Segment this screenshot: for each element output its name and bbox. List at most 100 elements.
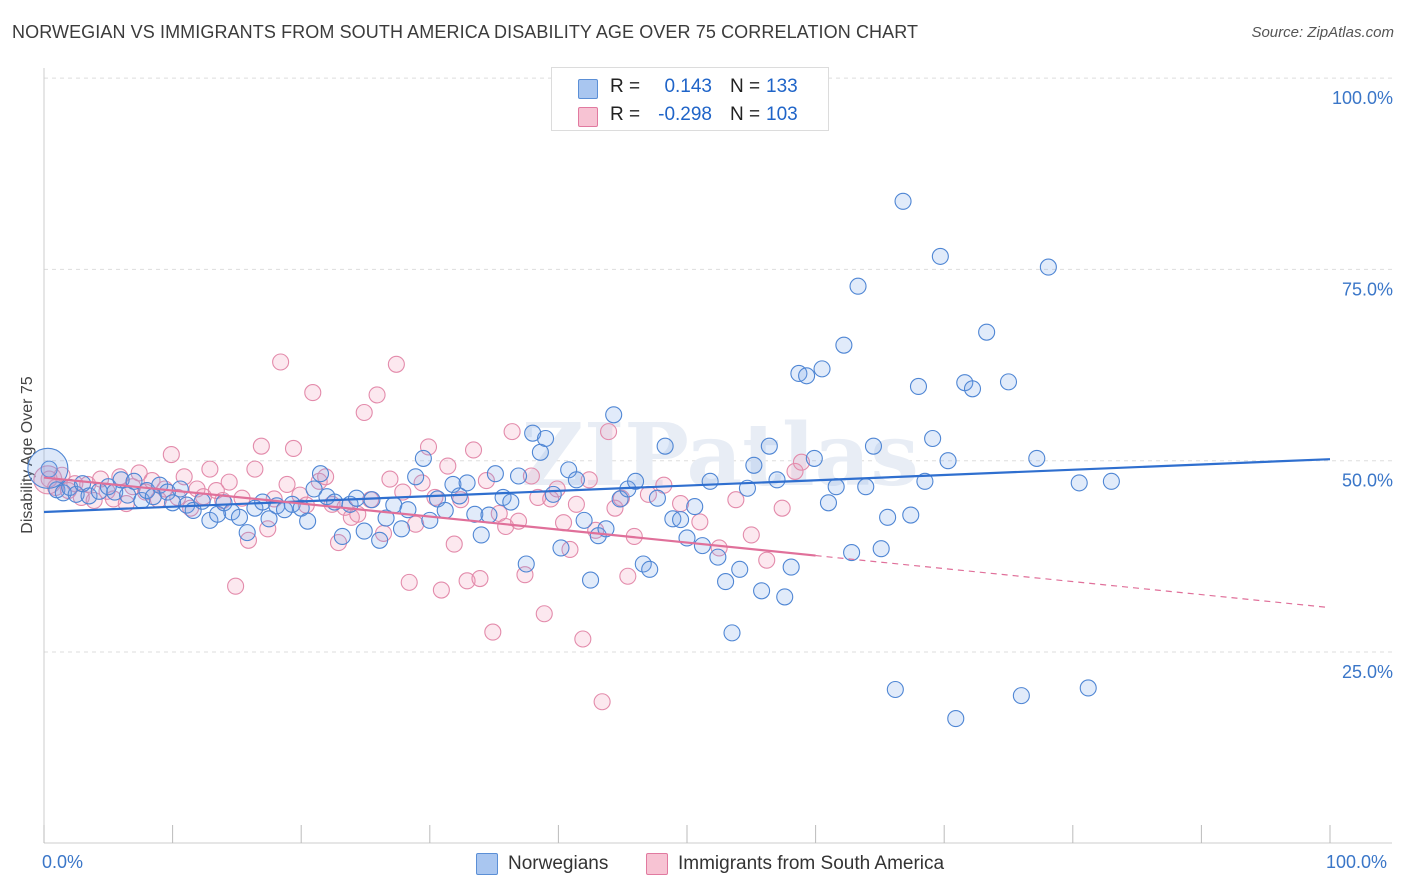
- point-immigrants: [400, 573, 418, 591]
- point-immigrants: [727, 491, 745, 509]
- point-norwegians: [782, 558, 800, 576]
- point-norwegians: [80, 487, 98, 505]
- point-norwegians: [407, 468, 425, 486]
- point-norwegians: [536, 429, 555, 448]
- point-norwegians: [999, 373, 1018, 391]
- r-value: -0.298: [658, 104, 712, 125]
- point-norwegians: [857, 478, 875, 496]
- point-norwegians: [886, 680, 904, 699]
- point-immigrants: [252, 437, 270, 455]
- point-immigrants: [580, 471, 598, 489]
- point-norwegians: [872, 540, 890, 558]
- point-immigrants: [227, 577, 245, 595]
- point-norwegians: [827, 478, 845, 496]
- point-norwegians: [723, 624, 741, 642]
- n-label: N =: [730, 76, 761, 97]
- point-norwegians: [701, 472, 719, 490]
- point-norwegians: [909, 377, 928, 396]
- point-immigrants: [773, 499, 791, 517]
- point-immigrants: [458, 572, 476, 590]
- point-immigrants: [522, 467, 540, 485]
- point-norwegians: [581, 571, 600, 589]
- point-norwegians: [466, 505, 484, 523]
- point-norwegians: [486, 465, 504, 483]
- point-norwegians: [567, 471, 585, 489]
- n-value: 103: [766, 104, 798, 125]
- point-norwegians: [575, 511, 593, 529]
- x-tick-label-max: 100.0%: [1326, 852, 1388, 872]
- point-norwegians: [260, 510, 278, 528]
- point-immigrants: [85, 491, 103, 510]
- point-immigrants: [497, 517, 515, 536]
- point-norwegians-large: [27, 447, 69, 489]
- point-immigrants: [554, 514, 573, 532]
- stats-swatch-pink: [578, 107, 598, 127]
- point-immigrants: [574, 630, 592, 648]
- point-immigrants: [758, 551, 776, 569]
- point-norwegians: [1028, 449, 1046, 467]
- point-immigrants: [355, 403, 373, 422]
- legend-swatch-pink: [646, 853, 668, 875]
- point-norwegians: [1012, 687, 1030, 705]
- point-immigrants: [464, 441, 483, 459]
- point-norwegians: [238, 524, 256, 542]
- point-immigrants: [426, 488, 444, 506]
- point-norwegians: [158, 483, 177, 501]
- legend-label: Norwegians: [508, 853, 609, 874]
- x-tick-label-min: 0.0%: [42, 852, 84, 872]
- y-tick-labels: 25.0% 50.0% 75.0% 100.0%: [1332, 88, 1393, 682]
- point-immigrants: [477, 472, 495, 490]
- r-label: R =: [610, 104, 641, 125]
- point-norwegians: [480, 506, 498, 524]
- axes: [43, 68, 1392, 844]
- point-norwegians: [67, 485, 85, 503]
- gridlines: [44, 77, 1392, 653]
- stats-row-immigrants: R = -0.298 N = 103: [552, 101, 828, 129]
- point-norwegians: [421, 511, 439, 529]
- point-immigrants: [606, 499, 624, 517]
- point-norwegians: [524, 424, 542, 442]
- point-immigrants: [407, 515, 425, 533]
- point-norwegians: [745, 456, 763, 474]
- point-norwegians: [843, 543, 861, 562]
- point-norwegians: [1079, 679, 1097, 697]
- point-norwegians: [835, 336, 853, 354]
- point-norwegians: [672, 511, 690, 529]
- point-immigrants: [710, 539, 728, 557]
- point-norwegians: [552, 539, 570, 557]
- point-norwegians: [947, 710, 965, 728]
- point-norwegians: [436, 501, 454, 519]
- point-immigrants: [567, 495, 585, 513]
- point-norwegians: [819, 494, 838, 512]
- point-immigrants: [471, 569, 489, 588]
- point-norwegians: [717, 573, 735, 591]
- point-norwegians: [472, 526, 490, 544]
- point-norwegians: [978, 323, 996, 341]
- point-norwegians: [776, 588, 794, 606]
- point-immigrants: [368, 386, 386, 404]
- point-norwegians: [849, 277, 867, 295]
- point-immigrants: [439, 457, 457, 475]
- point-norwegians: [939, 452, 957, 470]
- point-immigrants: [432, 581, 450, 599]
- point-norwegians: [686, 498, 704, 516]
- point-immigrants: [503, 423, 521, 441]
- legend-swatch-blue: [476, 853, 498, 875]
- stats-swatch-blue: [578, 79, 598, 99]
- point-norwegians: [924, 429, 942, 448]
- point-norwegians: [355, 522, 373, 540]
- point-norwegians: [641, 560, 659, 578]
- point-norwegians: [894, 192, 912, 210]
- point-immigrants: [162, 446, 180, 464]
- point-norwegians: [1039, 258, 1057, 276]
- point-immigrants: [278, 475, 296, 493]
- point-immigrants: [130, 464, 148, 482]
- point-immigrants: [304, 384, 322, 402]
- point-norwegians: [805, 449, 823, 467]
- trend-lines: [43, 458, 1331, 609]
- y-tick-label: 50.0%: [1342, 471, 1393, 491]
- point-immigrants: [484, 623, 502, 641]
- point-norwegians: [458, 474, 476, 492]
- point-immigrants: [381, 470, 399, 488]
